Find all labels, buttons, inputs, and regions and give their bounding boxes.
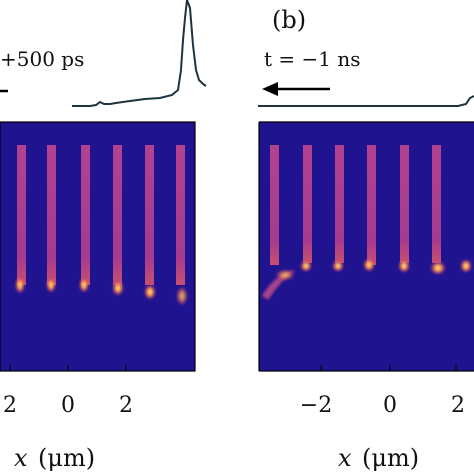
panel-b-xlabel-unit: (μm) (362, 444, 419, 472)
panel-b-hotspots (262, 258, 472, 300)
panel-b-arrow (262, 82, 330, 96)
panel-b-time-label: t = −1 ns (264, 47, 361, 71)
panel-a-time-label: +500 ps (0, 47, 84, 71)
panel-a-columns (17, 145, 185, 285)
panel-b-heatmap (259, 122, 474, 371)
panel-a-time-trace (72, 0, 207, 107)
panel-b-label: (b) (272, 6, 306, 34)
panel-a-xtick-2: 0 (61, 393, 75, 418)
panel-a-xtick-3: 2 (119, 393, 133, 418)
panel-a-xlabel-unit: (μm) (38, 444, 95, 472)
panel-b-columns (270, 145, 441, 265)
panel-b: (b) t = −1 ns (258, 6, 474, 472)
panel-b-xtick-2: 0 (383, 393, 397, 418)
panel-b-time-trace (258, 95, 474, 107)
panel-b-xlabel-var: x (338, 444, 352, 472)
panel-a-xlabel-var: x (14, 444, 28, 472)
panel-a-hotspots (15, 276, 188, 306)
panel-a-xtick-1: 2 (3, 393, 17, 418)
panel-a-heatmap (0, 121, 196, 372)
panel-b-xtick-3: 2 (451, 393, 465, 418)
panel-b-xtick-1: −2 (300, 393, 332, 418)
panel-a: +500 ps 2 0 2 x (μm) (0, 0, 207, 472)
